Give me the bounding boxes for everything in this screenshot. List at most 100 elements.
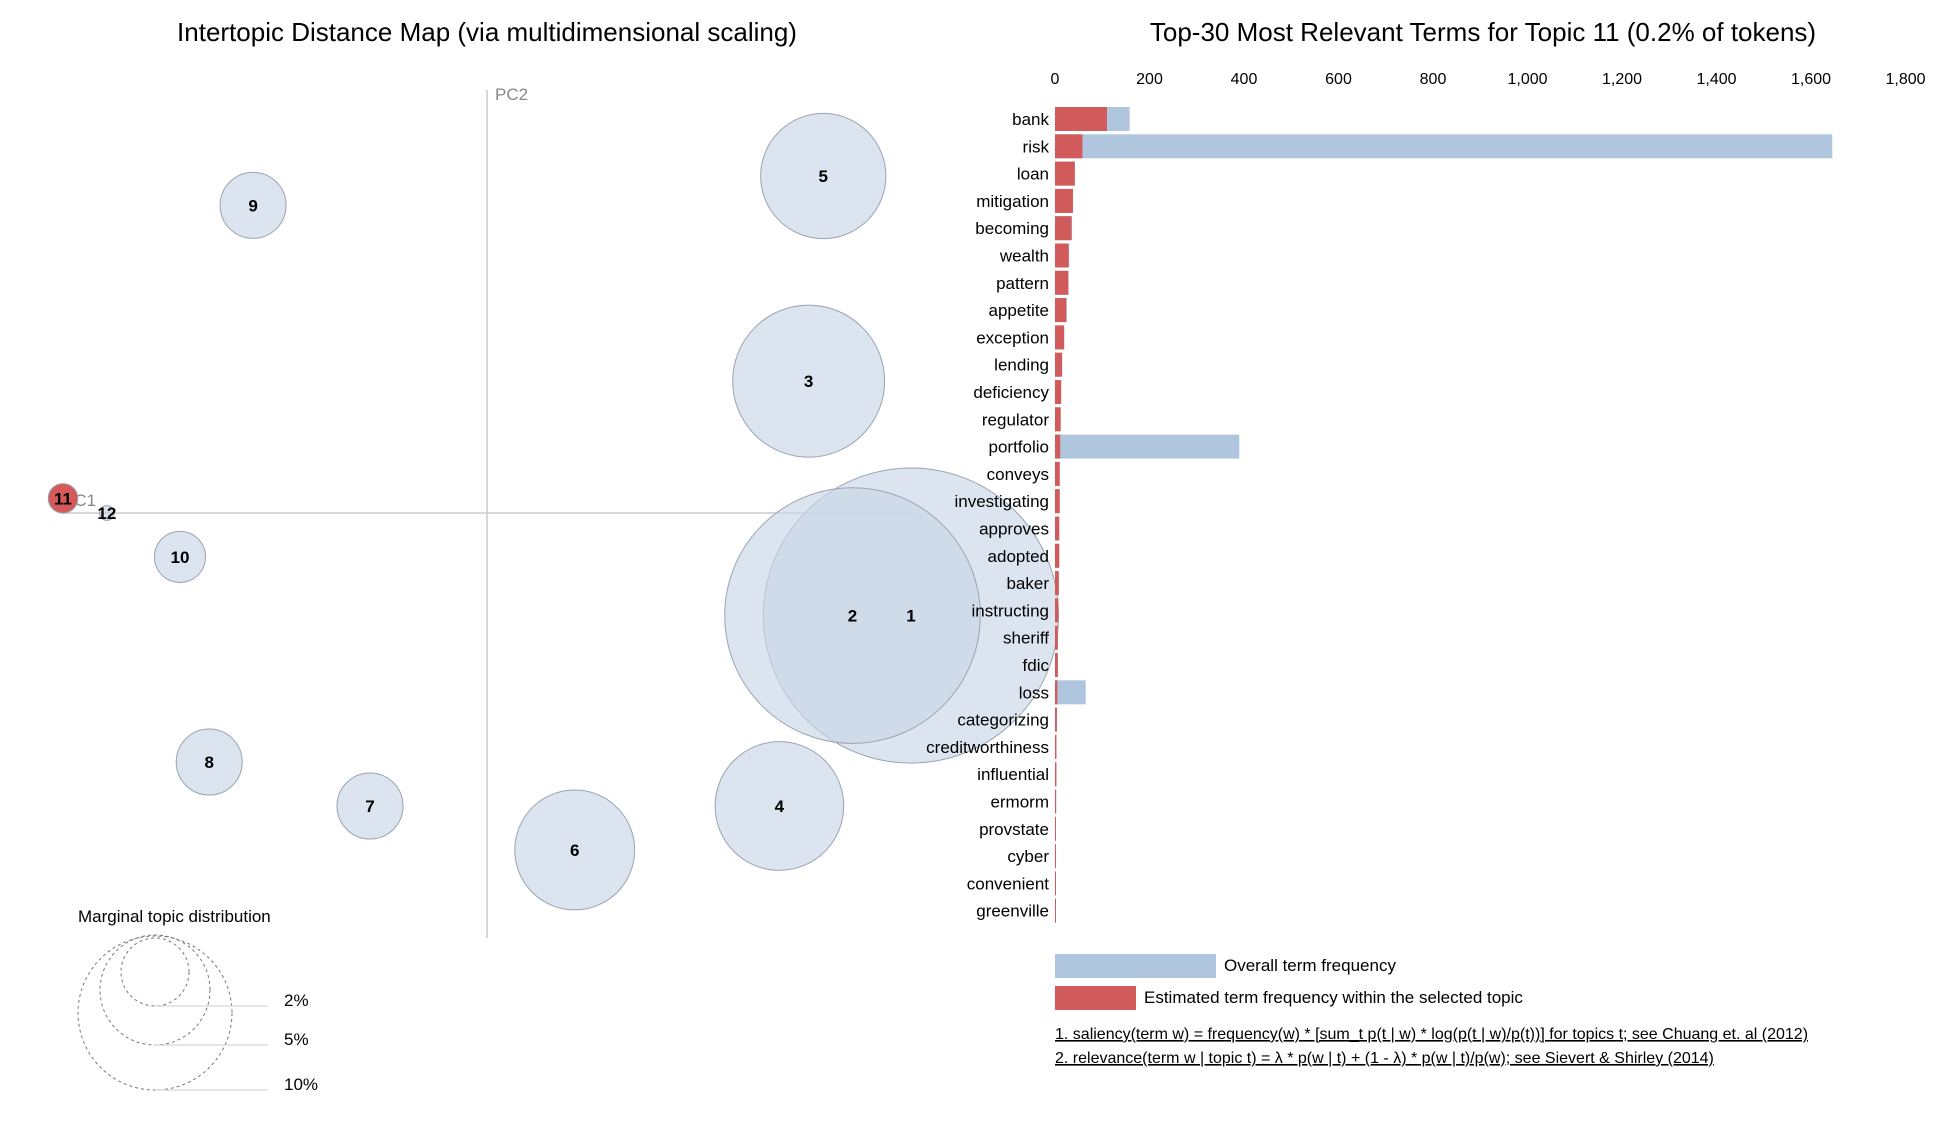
topic-bubble-4[interactable] — [714, 741, 845, 871]
term-label[interactable]: lending — [994, 356, 1049, 375]
topic-bubble-5[interactable] — [760, 112, 887, 240]
term-label[interactable]: creditworthiness — [926, 738, 1049, 757]
term-label[interactable]: risk — [1023, 137, 1050, 156]
topic-bubble-6[interactable] — [514, 789, 636, 911]
estimated-frequency-bar[interactable] — [1055, 134, 1083, 159]
estimated-frequency-bar[interactable] — [1055, 461, 1060, 486]
term-label[interactable]: sheriff — [1003, 629, 1049, 648]
saliency-note-link[interactable]: 1. saliency(term w) = frequency(w) * [su… — [1055, 1026, 1808, 1043]
estimated-frequency-bar[interactable] — [1055, 816, 1056, 841]
topic-bubble-8[interactable] — [175, 728, 243, 796]
estimated-frequency-bar[interactable] — [1055, 516, 1060, 541]
topic-label-4: 4 — [775, 797, 785, 816]
estimated-frequency-bar[interactable] — [1055, 380, 1062, 404]
term-label[interactable]: cyber — [1007, 847, 1049, 866]
overall-frequency-bar[interactable] — [1055, 434, 1240, 459]
topic-label-2: 2 — [848, 607, 857, 626]
x-tick-label: 200 — [1136, 71, 1163, 88]
term-label[interactable]: provstate — [979, 820, 1049, 839]
right-panel-title: Top-30 Most Relevant Terms for Topic 11 … — [1150, 17, 1816, 47]
estimated-frequency-bar[interactable] — [1055, 653, 1058, 677]
topic-bubble-12[interactable] — [99, 505, 115, 521]
overall-frequency-bar[interactable] — [1055, 680, 1086, 705]
topic-label-9: 9 — [248, 196, 257, 215]
relevance-note-link[interactable]: 2. relevance(term w | topic t) = λ * p(w… — [1055, 1050, 1714, 1067]
term-label[interactable]: adopted — [988, 547, 1049, 566]
term-label[interactable]: categorizing — [957, 711, 1049, 730]
topic-bubble-7[interactable] — [336, 772, 404, 840]
marginal-label-10pct: 10% — [284, 1075, 318, 1094]
estimated-frequency-bar[interactable] — [1055, 407, 1061, 432]
topic-label-5: 5 — [819, 167, 828, 186]
term-label[interactable]: appetite — [989, 301, 1050, 320]
term-label[interactable]: baker — [1006, 574, 1049, 593]
topic-bubble-3[interactable] — [732, 304, 886, 458]
x-tick-label: 800 — [1420, 71, 1447, 88]
topic-bubble-9[interactable] — [219, 171, 287, 239]
term-label[interactable]: bank — [1012, 110, 1049, 129]
estimated-frequency-bar[interactable] — [1055, 789, 1056, 814]
topic-bubble-11[interactable] — [47, 483, 79, 514]
term-label[interactable]: investigating — [954, 492, 1049, 511]
term-label[interactable]: mitigation — [976, 192, 1049, 211]
estimated-frequency-bar[interactable] — [1055, 216, 1072, 241]
x-tick-label: 600 — [1325, 71, 1352, 88]
term-label[interactable]: wealth — [999, 247, 1049, 266]
estimated-frequency-bar[interactable] — [1055, 571, 1059, 596]
estimated-frequency-bar[interactable] — [1055, 434, 1061, 459]
estimated-frequency-bar[interactable] — [1055, 762, 1057, 787]
overall-frequency-bar[interactable] — [1055, 134, 1833, 159]
term-label[interactable]: greenville — [976, 902, 1049, 921]
topic-label-8: 8 — [204, 753, 213, 772]
term-label[interactable]: exception — [976, 328, 1049, 347]
estimated-frequency-bar[interactable] — [1055, 107, 1107, 131]
estimated-frequency-bar[interactable] — [1055, 625, 1058, 650]
estimated-frequency-bar[interactable] — [1055, 680, 1058, 705]
term-label[interactable]: fdic — [1023, 656, 1050, 675]
term-label[interactable]: regulator — [982, 410, 1049, 429]
estimated-frequency-bar[interactable] — [1055, 298, 1067, 323]
legend-label-overall: Overall term frequency — [1224, 956, 1396, 975]
x-tick-label: 1,000 — [1507, 71, 1547, 88]
estimated-frequency-bar[interactable] — [1055, 188, 1073, 213]
term-label[interactable]: becoming — [975, 219, 1049, 238]
bar-legend: Overall term frequency Estimated term fr… — [1055, 954, 1523, 1010]
topic-label-10: 10 — [171, 548, 190, 567]
term-label[interactable]: approves — [979, 520, 1049, 539]
estimated-frequency-bar[interactable] — [1055, 844, 1056, 869]
topic-label-1: 1 — [906, 607, 915, 626]
legend-swatch-estimated — [1055, 986, 1136, 1010]
term-label[interactable]: convenient — [967, 874, 1050, 893]
term-label[interactable]: deficiency — [973, 383, 1049, 402]
estimated-frequency-bar[interactable] — [1055, 871, 1056, 896]
estimated-frequency-bar[interactable] — [1055, 598, 1059, 623]
term-label[interactable]: ermorm — [990, 793, 1049, 812]
marginal-circle-5pct — [99, 934, 211, 1046]
estimated-frequency-bar[interactable] — [1055, 734, 1057, 759]
term-label[interactable]: instructing — [972, 601, 1049, 620]
estimated-frequency-bar[interactable] — [1055, 707, 1057, 732]
x-tick-label: 1,600 — [1791, 71, 1831, 88]
term-label[interactable]: loan — [1017, 165, 1049, 184]
term-bars: bank risk loan mitigation becoming wealth patt… — [926, 107, 1833, 923]
estimated-frequency-bar[interactable] — [1055, 543, 1060, 568]
topic-bubble-10[interactable] — [153, 530, 207, 584]
topic-bubble-2[interactable] — [724, 487, 981, 744]
x-tick-label: 0 — [1051, 71, 1060, 88]
estimated-frequency-bar[interactable] — [1055, 352, 1063, 377]
estimated-frequency-bar[interactable] — [1055, 325, 1064, 350]
estimated-frequency-bar[interactable] — [1055, 898, 1056, 923]
estimated-frequency-bar[interactable] — [1055, 243, 1069, 268]
term-label[interactable]: pattern — [996, 274, 1049, 293]
term-label[interactable]: conveys — [987, 465, 1049, 484]
term-label[interactable]: portfolio — [989, 438, 1049, 457]
marginal-topic-distribution: Marginal topic distribution 2% 5% 10% — [77, 907, 318, 1094]
estimated-frequency-bar[interactable] — [1055, 489, 1060, 514]
legend-label-estimated: Estimated term frequency within the sele… — [1144, 988, 1523, 1007]
estimated-frequency-bar[interactable] — [1055, 161, 1075, 186]
term-label[interactable]: loss — [1019, 683, 1049, 702]
term-label[interactable]: influential — [977, 765, 1049, 784]
x-tick-label: 400 — [1231, 71, 1258, 88]
estimated-frequency-bar[interactable] — [1055, 270, 1069, 295]
